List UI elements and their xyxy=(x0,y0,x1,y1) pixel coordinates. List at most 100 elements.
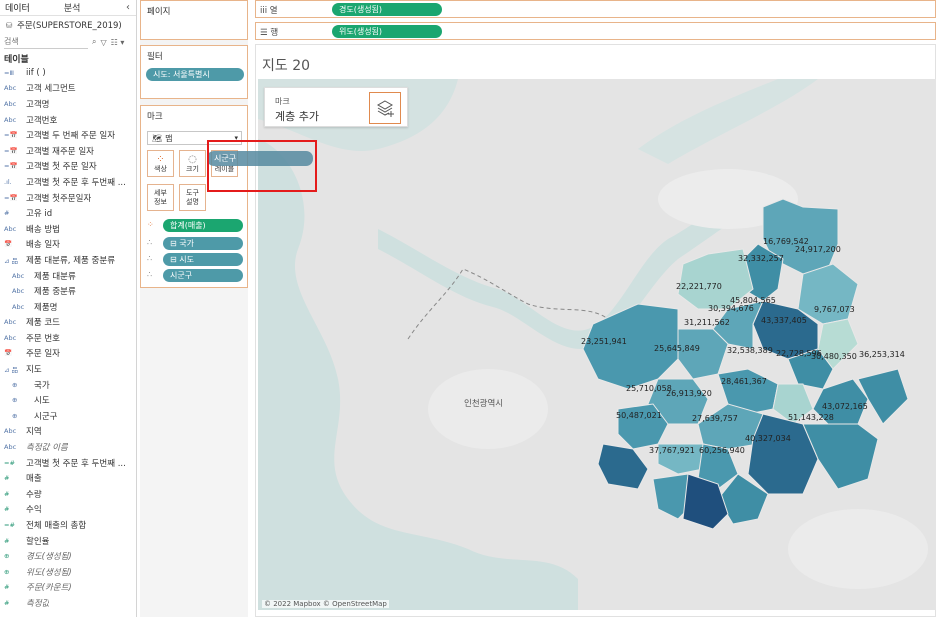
pages-title: 페이지 xyxy=(147,7,171,17)
chevron-left-icon[interactable]: ‹ xyxy=(126,2,130,13)
sum-sales-pill[interactable]: 합계(매출) xyxy=(163,219,243,232)
country-pill[interactable]: ⊟ 국가 xyxy=(163,237,243,250)
field-item[interactable]: =# 고객별 첫 주문 후 두번째 ... xyxy=(0,455,136,471)
region-value-label: 25,645,849 xyxy=(654,344,700,353)
field-label: 고객별 첫 주문 일자 xyxy=(26,162,97,173)
region-value-label: 36,253,314 xyxy=(859,350,905,359)
field-item[interactable]: Abc 고객번호 xyxy=(0,112,136,128)
filter-icon[interactable]: ▽ xyxy=(100,37,107,47)
field-item[interactable]: Abc 제품 중분류 xyxy=(0,283,136,299)
detail-dots-icon: ∴ xyxy=(147,238,153,247)
field-item[interactable]: Abc 배송 방법 xyxy=(0,221,136,237)
map-attribution[interactable]: © 2022 Mapbox © OpenStreetMap xyxy=(262,600,389,608)
region-value-label: 45,804,565 xyxy=(730,296,776,305)
search-icon[interactable]: ⌕ xyxy=(92,37,97,46)
field-item[interactable]: # 고유 id xyxy=(0,205,136,221)
data-pane: 데이터 분석 ‹ ⛁ 주문(SUPERSTORE_2019) ⌕ ▽ ☷ ▾ 테… xyxy=(0,0,137,617)
search-input[interactable] xyxy=(4,35,88,49)
field-item[interactable]: ⊕ 국가 xyxy=(0,377,136,393)
filter-pill[interactable]: 시도: 서울특별시 xyxy=(146,68,244,81)
field-item[interactable]: =📅 고객별 첫 주문 일자 xyxy=(0,159,136,175)
field-item[interactable]: =📅 고객별 첫주문일자 xyxy=(0,190,136,206)
size-button[interactable]: ◌ 크기 xyxy=(179,150,206,177)
region-value-label: 24,917,200 xyxy=(795,245,841,254)
filters-card[interactable]: 필터 시도: 서울특별시 xyxy=(140,45,248,99)
field-type-icon: # xyxy=(4,209,10,218)
field-item[interactable]: =# 전체 매출의 총합 xyxy=(0,517,136,533)
tooltip-button[interactable]: 도구 설명 xyxy=(179,184,206,211)
field-type-icon: Abc xyxy=(4,115,17,124)
mark-row-province: ∴ ⊟ 시도 xyxy=(147,253,243,267)
field-label: 지역 xyxy=(26,427,42,438)
field-label: 측정값 이름 xyxy=(26,443,68,454)
field-type-icon: 📅 xyxy=(4,349,13,358)
view-options-icon[interactable]: ☷ ▾ xyxy=(110,37,125,47)
layer-card[interactable]: 마크 계층 추가 xyxy=(264,87,408,127)
layers-add-icon[interactable] xyxy=(369,92,401,124)
field-type-icon: ⊕ xyxy=(12,411,18,420)
filters-title: 필터 xyxy=(147,52,163,62)
map-area[interactable]: 인천광역시 16,769,542 24,917,200 32,332,257 22,2… xyxy=(258,79,936,610)
pages-card[interactable]: 페이지 xyxy=(140,0,248,40)
field-label: 할인율 xyxy=(26,536,50,547)
detail-button-label: 세부 정보 xyxy=(154,189,167,206)
columns-shelf[interactable]: iii 열 경도(생성됨) xyxy=(255,0,936,18)
field-item[interactable]: .ıl. 고객별 첫 주문 후 두번째 ... xyxy=(0,174,136,190)
field-type-icon: # xyxy=(4,505,10,514)
field-item[interactable]: # 수익 xyxy=(0,502,136,518)
field-label: 지도 xyxy=(26,365,42,376)
field-item[interactable]: # 측정값 xyxy=(0,595,136,611)
view: 지도 20 xyxy=(255,44,936,617)
field-type-icon: =📅 xyxy=(4,146,18,155)
field-item[interactable]: =📅 고객별 재주문 일자 xyxy=(0,143,136,159)
province-pill[interactable]: ⊟ 시도 xyxy=(163,253,243,266)
rows-shelf[interactable]: ☰ 행 위도(생성됨) xyxy=(255,22,936,40)
field-item[interactable]: Abc 고객명 xyxy=(0,96,136,112)
field-item[interactable]: Abc 고객 세그먼트 xyxy=(0,81,136,97)
field-item[interactable]: ⊕ 시군구 xyxy=(0,408,136,424)
field-type-icon: # xyxy=(4,474,10,483)
layer-card-title: 계층 추가 xyxy=(275,110,319,123)
field-item[interactable]: 📅 주문 일자 xyxy=(0,346,136,362)
field-item[interactable]: # 매출 xyxy=(0,470,136,486)
map-canvas[interactable] xyxy=(258,79,936,610)
tooltip-button-label: 도구 설명 xyxy=(186,189,199,206)
field-item[interactable]: # 주문(카운트) xyxy=(0,580,136,596)
color-button[interactable]: ⁘ 색상 xyxy=(147,150,174,177)
datasource[interactable]: ⛁ 주문(SUPERSTORE_2019) xyxy=(0,16,136,34)
field-item[interactable]: # 수량 xyxy=(0,486,136,502)
layers-svg xyxy=(376,100,394,117)
field-item[interactable]: ⊿ 品 지도 xyxy=(0,361,136,377)
tab-data[interactable]: 데이터 xyxy=(5,4,30,14)
map-mark-icon: 🗺 xyxy=(152,133,163,143)
detail-button[interactable]: 세부 정보 xyxy=(147,184,174,211)
tab-analysis[interactable]: 분석 xyxy=(63,4,81,14)
field-item[interactable]: Abc 주문 번호 xyxy=(0,330,136,346)
field-item[interactable]: Abc 측정값 이름 xyxy=(0,439,136,455)
region-value-label: 32,332,257 xyxy=(738,254,784,263)
field-label: 배송 방법 xyxy=(26,224,60,235)
field-item[interactable]: 📅 배송 일자 xyxy=(0,237,136,253)
field-item[interactable]: ⊕ 시도 xyxy=(0,392,136,408)
field-item[interactable]: ⊿ 品 제품 대분류, 제품 중분류 xyxy=(0,252,136,268)
district-shape xyxy=(817,318,859,370)
latitude-pill[interactable]: 위도(생성됨) xyxy=(332,25,442,38)
field-label: 고유 id xyxy=(26,209,53,220)
field-item[interactable]: Abc 지역 xyxy=(0,424,136,440)
region-value-label: 26,913,920 xyxy=(666,389,712,398)
field-item[interactable]: ⊕ 위도(생성됨) xyxy=(0,564,136,580)
field-label: 제품 중분류 xyxy=(34,287,76,298)
district-shape xyxy=(802,423,879,490)
mark-row-district: ∴ 시군구 xyxy=(147,269,243,283)
longitude-pill[interactable]: 경도(생성됨) xyxy=(332,3,442,16)
district-pill[interactable]: 시군구 xyxy=(163,269,243,282)
field-item[interactable]: ⊕ 경도(생성됨) xyxy=(0,548,136,564)
field-item[interactable]: Abc 제품명 xyxy=(0,299,136,315)
field-item[interactable]: =📅 고객별 두 번째 주문 일자 xyxy=(0,127,136,143)
field-item[interactable]: Abc 제품 코드 xyxy=(0,315,136,331)
field-item[interactable]: =Ⅲ iif ( ) xyxy=(0,65,136,81)
field-item[interactable]: Abc 제품 대분류 xyxy=(0,268,136,284)
district-shape xyxy=(657,443,704,475)
chevron-down-icon: ▾ xyxy=(234,134,238,142)
field-item[interactable]: # 할인율 xyxy=(0,533,136,549)
